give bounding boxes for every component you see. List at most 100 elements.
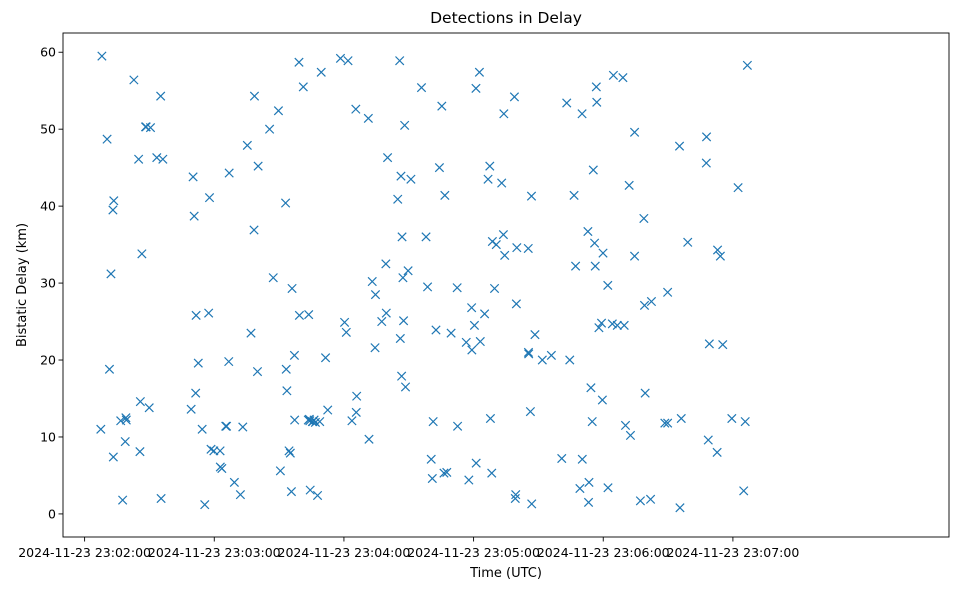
data-point xyxy=(275,466,286,476)
data-point xyxy=(512,243,522,253)
data-point xyxy=(439,468,449,478)
data-point xyxy=(674,141,685,151)
data-point xyxy=(224,356,234,367)
data-point xyxy=(727,413,737,424)
data-point xyxy=(335,53,346,64)
y-tick-label: 60 xyxy=(40,45,56,60)
x-tick-label: 2024-11-23 23:03:00 xyxy=(148,545,281,560)
data-point xyxy=(121,413,131,423)
data-point xyxy=(377,316,387,327)
data-point xyxy=(596,318,607,328)
data-point xyxy=(351,104,361,114)
data-point xyxy=(156,91,166,101)
data-point xyxy=(663,287,673,297)
data-point xyxy=(471,83,481,94)
data-point xyxy=(625,430,636,441)
data-point xyxy=(701,158,711,168)
data-point xyxy=(586,383,596,393)
data-point xyxy=(485,413,496,424)
data-point xyxy=(268,273,278,283)
data-point xyxy=(511,299,521,309)
data-point xyxy=(510,493,520,504)
data-point xyxy=(525,406,536,417)
data-point xyxy=(381,308,391,318)
data-point xyxy=(238,422,248,432)
data-point xyxy=(511,490,521,500)
data-point xyxy=(135,446,145,457)
data-point xyxy=(398,273,408,283)
data-point xyxy=(281,364,291,374)
data-point xyxy=(497,178,507,188)
data-point xyxy=(381,259,391,269)
data-point xyxy=(640,388,650,398)
data-point xyxy=(452,283,462,293)
data-point xyxy=(191,310,201,321)
data-point xyxy=(393,194,403,204)
data-point xyxy=(660,418,670,428)
data-point xyxy=(577,454,587,464)
data-point xyxy=(426,454,436,464)
data-point xyxy=(249,91,260,101)
data-point xyxy=(341,327,351,337)
data-point xyxy=(603,483,613,493)
data-point xyxy=(246,328,256,338)
data-point xyxy=(475,336,485,347)
data-point xyxy=(575,483,585,494)
data-point xyxy=(715,251,725,261)
data-point xyxy=(108,205,118,215)
data-point xyxy=(491,239,501,250)
data-point xyxy=(562,98,572,108)
data-point xyxy=(289,350,300,361)
data-point xyxy=(646,296,657,307)
data-point xyxy=(588,165,598,175)
data-point xyxy=(395,333,405,344)
x-tick-label: 2024-11-23 23:07:00 xyxy=(667,545,800,560)
data-point xyxy=(129,75,139,85)
data-point xyxy=(526,191,537,201)
data-point xyxy=(280,198,291,208)
x-tick-label: 2024-11-23 23:05:00 xyxy=(407,545,540,560)
data-point xyxy=(249,225,259,235)
data-point xyxy=(200,500,210,510)
x-tick-label: 2024-11-23 23:04:00 xyxy=(278,545,411,560)
x-tick-label: 2024-11-23 23:06:00 xyxy=(537,545,670,560)
data-point xyxy=(197,424,207,434)
data-point xyxy=(452,421,463,431)
data-point xyxy=(298,82,308,92)
data-point xyxy=(156,493,166,504)
data-point xyxy=(612,320,622,331)
data-point xyxy=(509,92,520,102)
data-point xyxy=(733,183,743,193)
data-point xyxy=(282,386,292,396)
data-point xyxy=(397,371,407,381)
data-point xyxy=(446,328,456,338)
data-point xyxy=(104,364,115,374)
y-tick-label: 0 xyxy=(48,506,56,521)
data-point xyxy=(461,337,471,347)
data-point xyxy=(712,245,723,255)
y-axis: 0 10 20 30 40 50 60 xyxy=(40,45,63,521)
data-point xyxy=(396,171,406,181)
data-point xyxy=(264,124,275,134)
y-tick-label: 50 xyxy=(40,122,56,137)
data-point xyxy=(703,435,713,445)
data-point xyxy=(294,57,304,67)
data-point xyxy=(102,134,112,144)
data-point xyxy=(137,249,147,259)
data-point xyxy=(675,503,685,513)
data-point xyxy=(645,494,656,504)
data-point xyxy=(607,319,617,329)
chart-title: Detections in Delay xyxy=(430,9,582,27)
data-point xyxy=(108,452,118,462)
data-point xyxy=(145,123,156,133)
data-point xyxy=(474,67,485,77)
data-point xyxy=(701,132,712,142)
data-point xyxy=(594,323,604,333)
data-point xyxy=(718,340,728,350)
data-point xyxy=(523,347,534,357)
data-point xyxy=(487,468,497,478)
data-point xyxy=(188,172,198,182)
data-point xyxy=(608,70,619,80)
data-point xyxy=(434,163,445,173)
